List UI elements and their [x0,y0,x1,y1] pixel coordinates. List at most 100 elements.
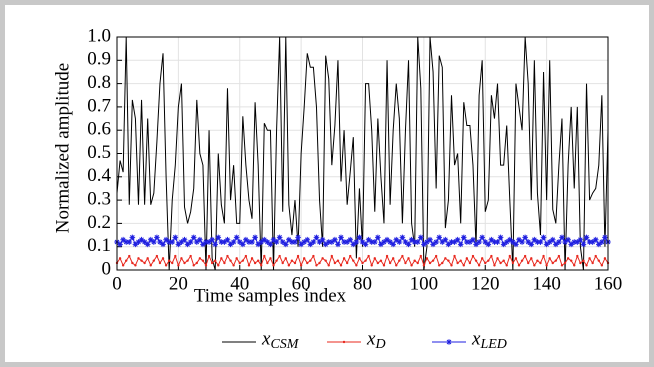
point [137,257,140,260]
point [263,254,266,258]
point [184,241,191,248]
point [450,264,453,267]
point [428,261,432,265]
y-tick-label: 0.9 [87,49,111,70]
point [232,264,235,267]
point [448,239,455,245]
point [562,239,568,245]
point [371,239,378,245]
point [312,254,315,258]
point [500,241,507,248]
point [467,239,473,245]
point [319,236,326,243]
point [324,259,327,262]
point [210,261,214,265]
point [206,239,212,245]
point [322,241,329,248]
point [332,236,338,243]
point [462,264,465,267]
point [193,239,200,245]
point [566,257,570,260]
point [236,239,243,245]
point [342,257,346,260]
point [416,261,419,265]
point [253,261,257,265]
point [540,234,547,241]
y-tick-label: 0.1 [87,235,111,256]
point [246,239,252,245]
point [152,259,156,262]
x-tick-label: 160 [594,273,623,294]
point [195,261,198,265]
point [474,259,478,262]
point [293,261,297,265]
point [520,259,524,262]
point [382,264,386,267]
point [464,239,470,245]
point [140,259,143,262]
point [217,264,220,267]
point [299,264,303,267]
point [573,264,576,267]
point [387,239,393,245]
point [174,254,177,258]
point [528,241,535,248]
point [355,264,358,267]
point [477,264,481,267]
point [597,259,600,262]
point [549,236,556,243]
point [218,239,225,245]
point [180,257,183,260]
point [187,239,194,245]
point [431,259,435,262]
point [269,257,272,260]
point [198,257,202,260]
point [565,236,571,243]
point [281,261,284,265]
point [230,239,237,245]
point [376,261,380,265]
point [391,257,395,260]
point [339,264,343,267]
point [517,264,521,267]
point [261,236,268,243]
point [444,257,447,260]
point [582,259,585,262]
point [510,239,516,245]
point [411,239,418,245]
point [296,254,300,258]
point [200,241,206,248]
point [345,261,349,265]
plot-frame [116,36,609,271]
point [295,234,301,241]
point [583,234,590,241]
y-tick-label: 0.2 [87,212,111,233]
point [135,239,142,245]
point [189,254,192,258]
point [525,239,532,245]
point [533,264,536,267]
point [599,239,605,245]
point [507,236,513,243]
point [146,257,149,260]
point [352,259,355,262]
point [497,234,504,241]
point [241,259,245,262]
point [220,257,223,260]
point [260,264,263,267]
legend-label: xD [366,328,386,352]
point [161,257,165,260]
point [151,239,157,245]
point [164,264,168,267]
point [349,254,352,258]
point [479,234,485,241]
point [209,236,215,243]
point [553,241,559,248]
point [490,254,493,258]
point [178,239,185,245]
point [252,234,258,241]
point [496,257,499,260]
point [172,234,179,241]
point [233,234,240,241]
point [457,241,464,248]
